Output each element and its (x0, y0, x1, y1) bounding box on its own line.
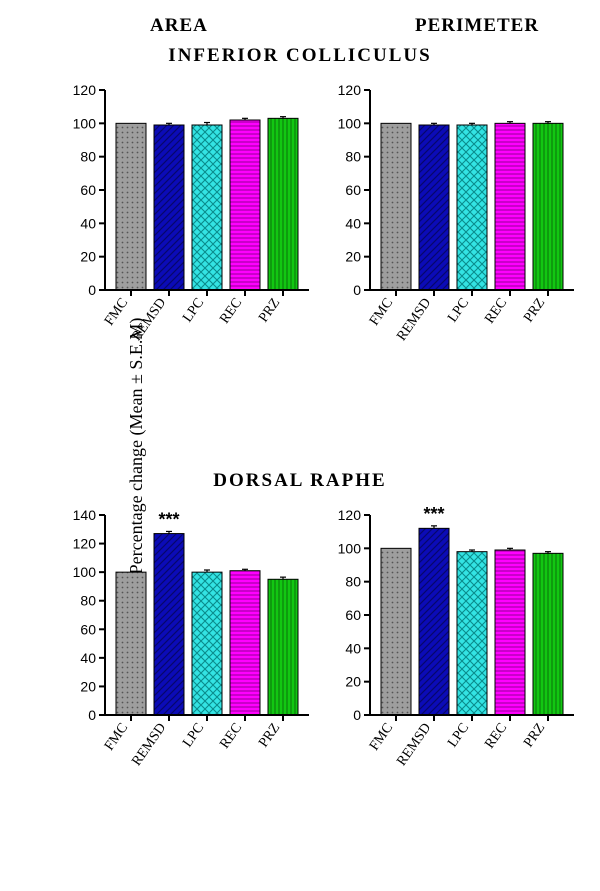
xtick-label: REMSD (394, 296, 434, 344)
bar-REMSD (154, 534, 184, 715)
sig-marker: *** (158, 509, 179, 529)
bar-PRZ (268, 579, 298, 715)
xtick-label: PRZ (521, 296, 548, 326)
ytick-label: 120 (73, 82, 97, 98)
ytick-label: 100 (73, 564, 97, 580)
ytick-label: 100 (338, 115, 362, 131)
xtick-label: FMC (102, 296, 131, 329)
section-title-inferior-colliculus: INFERIOR COLLICULUS (0, 45, 600, 67)
ytick-label: 80 (345, 574, 361, 590)
ytick-label: 20 (345, 249, 361, 265)
bar-REC (495, 550, 525, 715)
panel-ic-area: 0 20 40 60 80 100 120 FMCREMSD LPC REC PRZ (65, 80, 313, 370)
bar-REMSD (419, 528, 449, 715)
ytick-label: 120 (73, 536, 97, 552)
ytick-label: 100 (73, 115, 97, 131)
bar-REC (230, 571, 260, 715)
ytick-label: 80 (80, 149, 96, 165)
ytick-label: 60 (345, 607, 361, 623)
bar-PRZ (533, 123, 563, 290)
ytick-label: 20 (80, 249, 96, 265)
panel-dr-area: *** 0 20 40 60 80 100 120 140 FMCREMSD LPC REC PRZ (65, 505, 313, 795)
xtick-label: REMSD (129, 296, 169, 344)
ytick-label: 60 (80, 182, 96, 198)
panel-dr-perimeter: *** 0 20 40 60 80 100 120 FMCREMSD LPC REC PRZ (330, 505, 578, 795)
ytick-label: 100 (338, 540, 362, 556)
bar-REMSD (154, 125, 184, 290)
column-headers: AREA PERIMETER (0, 15, 600, 45)
ytick-label: 20 (345, 674, 361, 690)
xtick-label: LPC (180, 721, 207, 751)
column-header-perimeter: PERIMETER (415, 15, 539, 37)
ytick-label: 80 (80, 593, 96, 609)
panel-ic-perimeter: 0 20 40 60 80 100 120 FMCREMSD LPC REC PRZ (330, 80, 578, 370)
bar-FMC (381, 548, 411, 715)
ytick-label: 40 (80, 215, 96, 231)
xtick-label: REMSD (394, 721, 434, 769)
bar-REC (495, 123, 525, 290)
ytick-label: 40 (345, 640, 361, 656)
bar-REC (230, 120, 260, 290)
bar-LPC (192, 572, 222, 715)
bar-FMC (116, 123, 146, 290)
bar-PRZ (533, 553, 563, 715)
xtick-label: LPC (445, 296, 472, 326)
ytick-label: 0 (88, 282, 96, 298)
xtick-label: PRZ (521, 721, 548, 751)
ytick-label: 40 (80, 650, 96, 666)
xtick-label: FMC (367, 721, 396, 754)
ytick-label: 60 (345, 182, 361, 198)
bar-LPC (457, 125, 487, 290)
ytick-label: 0 (353, 282, 361, 298)
ytick-label: 0 (88, 707, 96, 723)
ytick-label: 140 (73, 507, 97, 523)
ytick-label: 40 (345, 215, 361, 231)
xtick-label: REC (482, 721, 510, 752)
ytick-label: 20 (80, 678, 96, 694)
xtick-label: REMSD (129, 721, 169, 769)
xtick-label: FMC (367, 296, 396, 329)
bar-REMSD (419, 125, 449, 290)
xtick-label: LPC (445, 721, 472, 751)
ytick-label: 80 (345, 149, 361, 165)
xtick-label: LPC (180, 296, 207, 326)
xtick-label: REC (217, 296, 245, 327)
sig-marker: *** (423, 504, 444, 524)
ytick-label: 0 (353, 707, 361, 723)
xtick-label: REC (482, 296, 510, 327)
bar-LPC (192, 125, 222, 290)
xtick-label: PRZ (256, 296, 283, 326)
bar-FMC (381, 123, 411, 290)
column-header-area: AREA (150, 15, 208, 37)
bar-PRZ (268, 118, 298, 290)
bar-FMC (116, 572, 146, 715)
xtick-label: PRZ (256, 721, 283, 751)
ytick-label: 60 (80, 621, 96, 637)
xtick-label: FMC (102, 721, 131, 754)
section-title-dorsal-raphe: DORSAL RAPHE (0, 470, 600, 492)
xtick-label: REC (217, 721, 245, 752)
ytick-label: 120 (338, 82, 362, 98)
bar-LPC (457, 552, 487, 715)
ytick-label: 120 (338, 507, 362, 523)
